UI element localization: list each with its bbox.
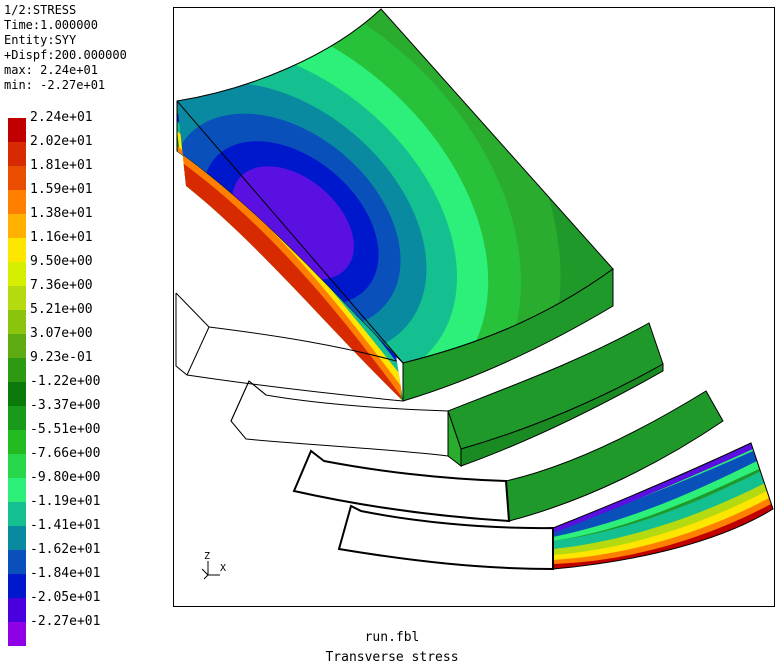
legend-label: 2.24e+01 <box>30 110 93 125</box>
time-readout: Time:1.000000 <box>4 18 98 32</box>
legend-label: -1.19e+01 <box>30 494 101 509</box>
legend-label: -3.37e+00 <box>30 398 101 413</box>
legend-swatch <box>8 502 26 526</box>
legend-label: 1.59e+01 <box>30 182 93 197</box>
legend-label: 1.81e+01 <box>30 158 93 173</box>
legend-label: -1.84e+01 <box>30 566 101 581</box>
legend-label: 9.50e+00 <box>30 254 93 269</box>
legend-entry: 3.07e+00 <box>8 326 178 358</box>
legend-label: 9.23e-01 <box>30 350 93 365</box>
legend-label: -1.62e+01 <box>30 542 101 557</box>
legend-entry: -1.19e+01 <box>8 494 178 526</box>
legend-entry: 7.36e+00 <box>8 278 178 310</box>
legend-swatch <box>8 214 26 238</box>
graphics-viewport[interactable]: Z X <box>173 7 775 607</box>
legend-entry: -3.37e+00 <box>8 398 178 430</box>
file-name: run.fbl <box>364 630 420 645</box>
legend-label: -1.41e+01 <box>30 518 101 533</box>
legend-entry: 1.81e+01 <box>8 158 178 190</box>
legend-swatch <box>8 598 26 622</box>
legend-label: 1.38e+01 <box>30 206 93 221</box>
legend-entry: 1.38e+01 <box>8 206 178 238</box>
entity-readout: Entity:SYY <box>4 33 77 47</box>
legend-swatch <box>8 622 26 646</box>
legend-entry: 5.21e+00 <box>8 302 178 334</box>
legend-swatch <box>8 454 26 478</box>
legend-swatch <box>8 166 26 190</box>
legend-swatch <box>8 550 26 574</box>
legend-entry: -1.22e+00 <box>8 374 178 406</box>
legend-label: -2.05e+01 <box>30 590 101 605</box>
legend-label: -1.22e+00 <box>30 374 101 389</box>
legend-swatch <box>8 190 26 214</box>
legend-entry: 9.50e+00 <box>8 254 178 286</box>
min-value: min: -2.27e+01 <box>4 78 106 92</box>
legend-swatch <box>8 262 26 286</box>
legend-label: -7.66e+00 <box>30 446 101 461</box>
legend-label: -2.27e+01 <box>30 614 101 629</box>
fe-model <box>175 8 774 571</box>
axis-z-label: Z <box>204 551 211 562</box>
axis-triad: Z X <box>200 551 240 583</box>
legend-entry: -7.66e+00 <box>8 446 178 478</box>
legend-entry: -1.84e+01 <box>8 566 178 598</box>
legend-swatch <box>8 406 26 430</box>
legend-swatch <box>8 310 26 334</box>
max-value: max: 2.24e+01 <box>4 63 98 77</box>
triad-icon <box>201 561 220 580</box>
legend-swatch <box>8 286 26 310</box>
legend-entry: -1.41e+01 <box>8 518 178 550</box>
legend-swatch <box>8 478 26 502</box>
legend-entry: -9.80e+00 <box>8 470 178 502</box>
legend-label: 7.36e+00 <box>30 278 93 293</box>
legend-entry: 2.02e+01 <box>8 134 178 166</box>
legend-entry: -2.27e+01 <box>8 614 178 646</box>
legend-entry: -5.51e+00 <box>8 422 178 454</box>
legend-swatch <box>8 382 26 406</box>
legend-label: 5.21e+00 <box>30 302 93 317</box>
legend-swatch <box>8 526 26 550</box>
legend-label: 1.16e+01 <box>30 230 93 245</box>
legend-swatch <box>8 142 26 166</box>
plot-caption: Transverse stress <box>325 650 459 665</box>
displacement-factor: +Dispf:200.000000 <box>4 48 127 62</box>
legend-entry: 1.59e+01 <box>8 182 178 214</box>
legend-entry: -1.62e+01 <box>8 542 178 574</box>
legend-label: -9.80e+00 <box>30 470 101 485</box>
legend-swatch <box>8 238 26 262</box>
axis-x-label: X <box>220 563 227 574</box>
legend-entry: -2.05e+01 <box>8 590 178 622</box>
legend-entry: 2.24e+01 <box>8 110 178 142</box>
legend-swatch <box>8 358 26 382</box>
top-surface-contours <box>177 9 613 363</box>
legend-swatch <box>8 574 26 598</box>
legend-label: -5.51e+00 <box>30 422 101 437</box>
legend-swatch <box>8 430 26 454</box>
legend-label: 2.02e+01 <box>30 134 93 149</box>
legend-swatch <box>8 334 26 358</box>
result-title: 1/2:STRESS <box>4 3 77 17</box>
legend-entry: 1.16e+01 <box>8 230 178 262</box>
legend-entry: 9.23e-01 <box>8 350 178 382</box>
legend-swatch <box>8 118 26 142</box>
legend-label: 3.07e+00 <box>30 326 93 341</box>
